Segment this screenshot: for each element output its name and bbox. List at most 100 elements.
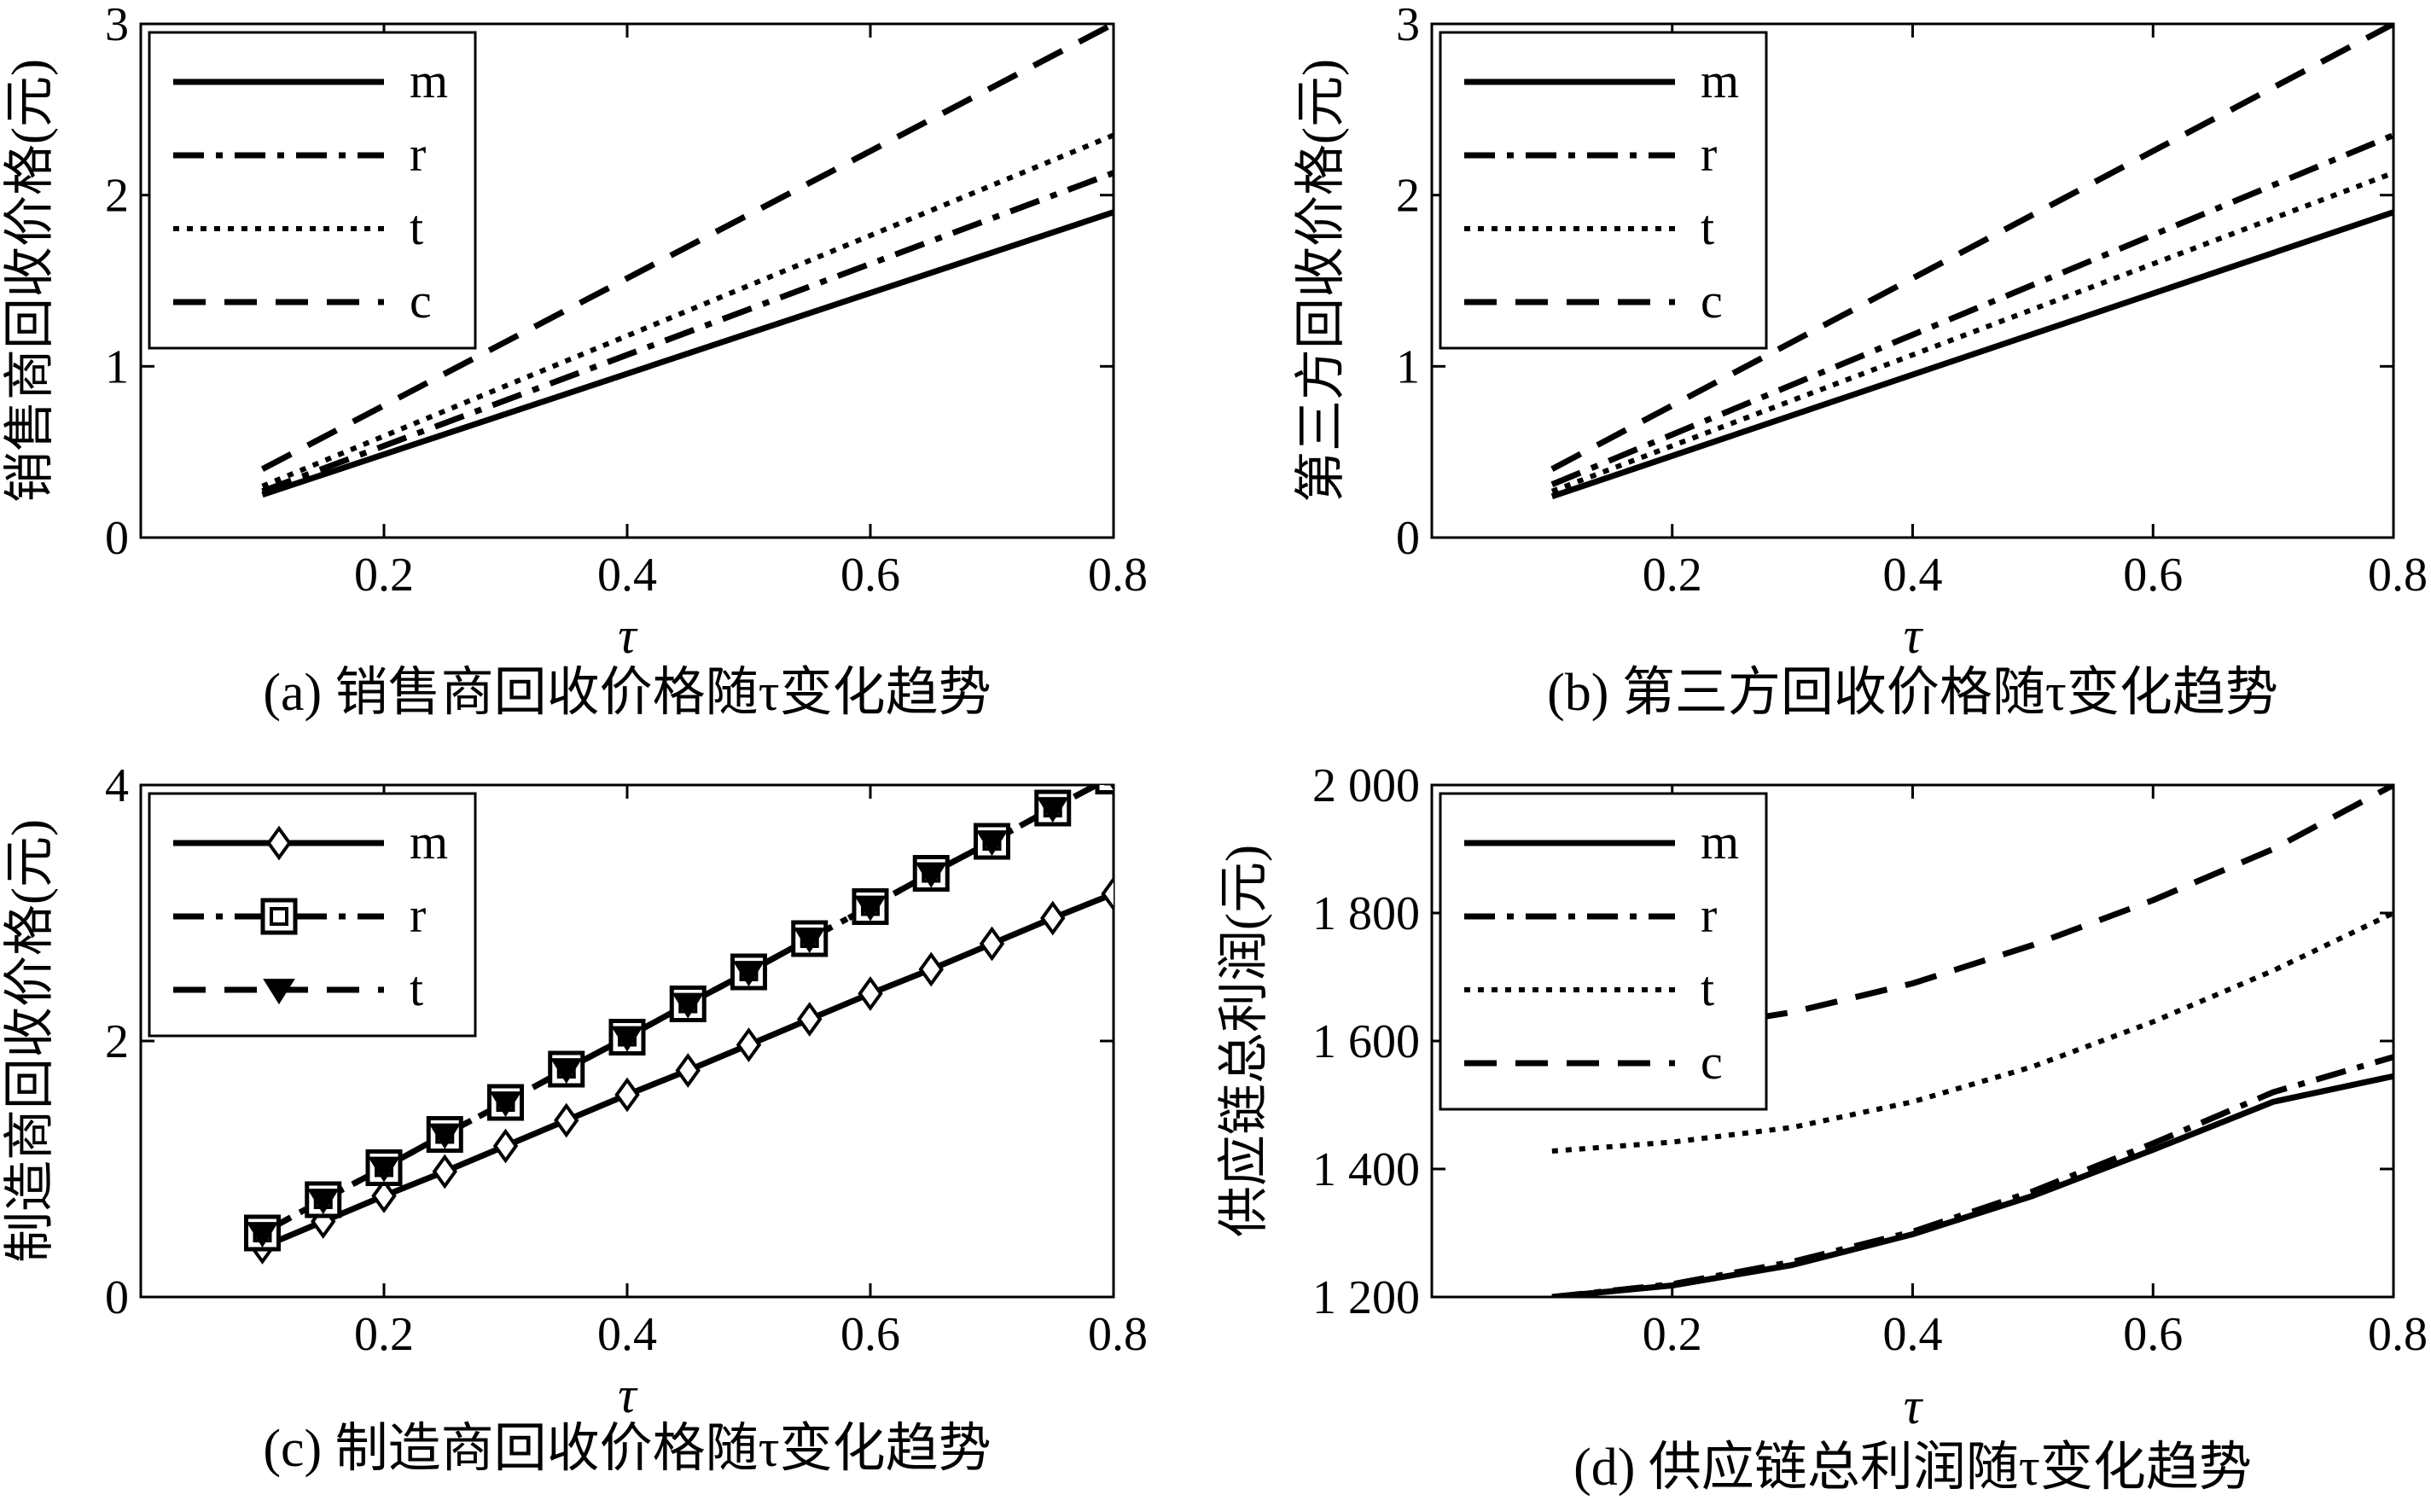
y-tick-label: 1 800: [1312, 887, 1420, 940]
y-tick-label: 3: [1396, 0, 1420, 51]
x-tick-label: 0.4: [1883, 1308, 1943, 1361]
y-tick-label: 2: [105, 1015, 129, 1068]
point-t: [428, 1123, 462, 1149]
series-line-t: [261, 132, 1114, 489]
y-tick-label: 2: [1396, 170, 1420, 223]
series-line-m: [261, 209, 1114, 498]
point-m: [797, 1002, 823, 1037]
point-m: [432, 1154, 457, 1189]
series-line-r: [261, 170, 1114, 495]
legend-label-t: t: [1701, 200, 1714, 255]
x-tick-label: 0.2: [354, 1308, 414, 1361]
point-m: [371, 1178, 397, 1213]
y-tick-label: 1 600: [1312, 1015, 1420, 1068]
series-line-r: [1550, 132, 2393, 488]
point-m: [554, 1102, 579, 1138]
point-m: [979, 926, 1005, 962]
legend-marker-r: [260, 898, 298, 935]
legend-label-m: m: [1701, 814, 1739, 869]
x-tick-label: 0.8: [1088, 1308, 1148, 1361]
x-axis-label: τ: [1904, 1378, 1924, 1434]
x-axis-label: τ: [618, 1367, 638, 1423]
series-line-r: [260, 785, 1103, 1236]
y-tick-label: 1 400: [1312, 1143, 1420, 1196]
point-t: [732, 961, 765, 987]
x-axis-label: τ: [1904, 608, 1924, 664]
point-t: [1036, 797, 1069, 823]
chart-a: 0.2 0.4 0.6 0.8 0 1 2 3 τ 销售商回收价格(元) (a) 销售商回收价格随τ…: [2, 0, 1148, 722]
point-t: [793, 928, 826, 954]
plot-area-b: [1550, 24, 2393, 500]
point-m: [1101, 876, 1114, 911]
legend-label-r: r: [1701, 887, 1717, 943]
y-tick-label: 0: [105, 512, 129, 565]
x-axis-label: τ: [618, 608, 638, 664]
point-t: [672, 992, 705, 1019]
point-t: [489, 1091, 522, 1118]
x-tick-label: 0.6: [2123, 549, 2183, 602]
x-tick-label: 0.2: [354, 549, 414, 602]
x-tick-label: 0.8: [1088, 549, 1148, 602]
x-tick-label: 0.2: [1643, 549, 1702, 602]
x-tick-label: 0.4: [597, 1308, 657, 1361]
y-tick-label: 1: [1396, 340, 1420, 393]
y-tick-label: 1: [105, 340, 129, 393]
chart-caption: (c) 制造商回收价格随τ变化趋势: [263, 1420, 991, 1478]
x-tick-label: 0.6: [2123, 1308, 2183, 1361]
point-t: [246, 1222, 279, 1248]
series-line-c: [1551, 785, 2393, 1044]
legend-box: [1439, 792, 1768, 1111]
legend-label-t: t: [410, 200, 423, 255]
point-t: [306, 1189, 340, 1215]
y-tick-label: 0: [1396, 512, 1420, 565]
legend-box: [148, 31, 477, 350]
point-t: [975, 830, 1009, 857]
y-axis-label: 销售商回收价格(元): [2, 59, 58, 503]
legend-box: [1439, 31, 1768, 350]
series-line-c: [1550, 24, 2393, 472]
legend-label-c: c: [1701, 273, 1723, 329]
legend-label-m: m: [410, 814, 448, 869]
series-line-m: [1550, 209, 2393, 500]
point-t: [1109, 785, 1114, 791]
x-tick-label: 0.2: [1643, 1308, 1702, 1361]
series-line-c: [260, 24, 1114, 472]
legend-marker-r-outer: [260, 898, 298, 935]
legend-label-r: r: [1701, 126, 1717, 182]
chart-caption: (d) 供应链总利润随τ变化趋势: [1573, 1439, 2252, 1497]
legend-label-r: r: [410, 887, 426, 943]
y-tick-label: 3: [105, 0, 129, 51]
chart-caption: (b) 第三方回收价格随τ变化趋势: [1547, 664, 2278, 722]
plot-area-d: [1551, 785, 2393, 1297]
y-axis-label: 制造商回收价格(元): [2, 819, 58, 1263]
x-tick-label: 0.8: [2368, 549, 2428, 602]
point-m: [492, 1128, 519, 1164]
legend-label-c: c: [410, 273, 432, 329]
x-tick-label: 0.8: [2368, 1308, 2428, 1361]
series-line-t: [1551, 910, 2393, 1154]
plot-area-c: [244, 785, 1114, 1265]
x-tick-label: 0.6: [840, 549, 900, 602]
y-tick-label: 2: [105, 170, 129, 223]
point-t: [368, 1156, 400, 1183]
point-t: [550, 1058, 583, 1085]
chart-caption: (a) 销售商回收价格随τ变化趋势: [263, 664, 991, 722]
y-tick-label: 0: [105, 1271, 129, 1324]
point-r-outer: [1095, 785, 1114, 794]
legend-label-r: r: [410, 126, 426, 182]
legend-label-m: m: [410, 53, 448, 108]
point-m: [614, 1077, 640, 1113]
chart-b: 0.2 0.4 0.6 0.8 0 1 2 3 τ 第三方回收价格(元) (b) 第三方回收价格随τ…: [1293, 0, 2428, 722]
point-r-inner: [1104, 785, 1114, 786]
legend-marker-t: [263, 979, 295, 1005]
legend-marker-m: [266, 825, 292, 861]
point-m: [858, 976, 883, 1011]
point-r: [1095, 785, 1114, 794]
legend-label-t: t: [410, 961, 423, 1016]
x-tick-label: 0.4: [1883, 549, 1943, 602]
legend-label-t: t: [1701, 961, 1714, 1016]
